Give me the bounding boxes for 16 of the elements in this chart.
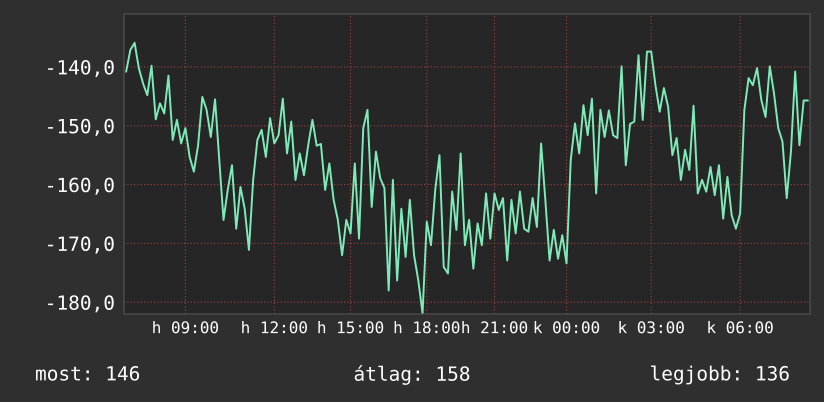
- x-tick-label: h 15:00: [318, 321, 384, 334]
- x-tick-label: h 12:00: [242, 321, 307, 334]
- y-tick-label: -170,0: [48, 236, 114, 254]
- x-tick-label: h 18:00: [394, 321, 460, 334]
- y-tick-label: -150,0: [48, 118, 114, 136]
- y-tick-label: -140,0: [48, 60, 114, 78]
- text: most: 146: [36, 366, 140, 381]
- y-tick-label: -180,0: [48, 295, 114, 312]
- x-tick-label: k 03:00: [619, 321, 684, 334]
- x-tick-label: k 00:00: [534, 321, 600, 334]
- x-tick-label: h 09:00: [153, 321, 218, 334]
- y-tick-label: -160,0: [48, 178, 114, 195]
- text: átlag: 158: [354, 365, 470, 385]
- text: legjobb: 136: [651, 365, 789, 385]
- x-tick-label: h 21:00: [462, 321, 528, 334]
- x-tick-label: k 06:00: [708, 321, 773, 334]
